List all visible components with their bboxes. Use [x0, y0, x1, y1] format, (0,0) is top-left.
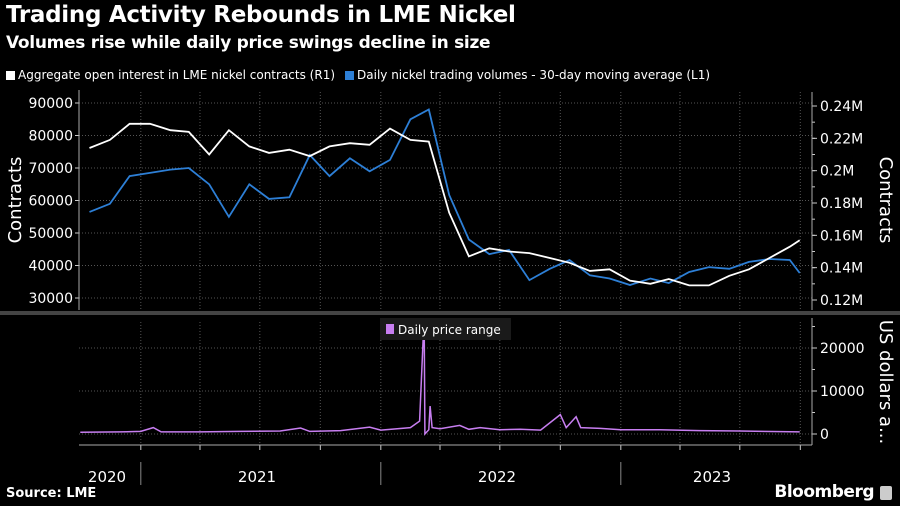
y-tick-label-left: 80000 [28, 129, 73, 145]
y-tick-label-left: 30000 [28, 291, 73, 307]
y-tick-label-right: 20000 [820, 341, 865, 357]
y-tick-label-left: 70000 [28, 161, 73, 177]
legend: Aggregate open interest in LME nickel co… [6, 68, 710, 82]
x-tick-label-year: 2020 [88, 468, 126, 486]
y-tick-label-left: 60000 [28, 194, 73, 210]
legend-bottom-box [380, 318, 511, 340]
legend-swatch-white [6, 70, 15, 80]
y-tick-label-left: 90000 [28, 96, 73, 112]
legend-swatch-purple [386, 324, 394, 334]
legend-label: Aggregate open interest in LME nickel co… [18, 68, 336, 82]
chart-title: Trading Activity Rebounds in LME Nickel [6, 2, 516, 28]
series-line-open-interest [89, 122, 801, 287]
legend-label: Daily nickel trading volumes - 30-day mo… [357, 68, 711, 82]
y-tick-label-right: 0.14M [820, 261, 863, 277]
bloomberg-logo: Bloomberg [774, 482, 874, 502]
x-tick-label-year: 2023 [693, 468, 731, 486]
x-tick-label-year: 2022 [478, 468, 516, 486]
y-tick-label-right: 0.16M [820, 228, 863, 244]
y-axis-title-bottom: US dollars a... [875, 320, 896, 445]
chart-subtitle: Volumes rise while daily price swings de… [6, 33, 491, 53]
y-tick-label-right: 0.12M [820, 293, 863, 309]
y-tick-label-right: 0.18M [820, 196, 863, 212]
y-axis-title-right: Contracts [875, 157, 896, 244]
y-tick-label-right: 10000 [820, 384, 865, 400]
bloomberg-icon [880, 486, 892, 500]
y-tick-label-right: 0.2M [820, 164, 854, 180]
source-note: Source: LME [6, 486, 97, 501]
y-tick-label-right: 0.24M [820, 99, 863, 115]
series-line-price-range [80, 326, 800, 436]
y-tick-label-right: 0.22M [820, 131, 863, 147]
legend-label-price-range: Daily price range [398, 323, 501, 337]
panel-divider [0, 311, 900, 315]
y-tick-label-left: 40000 [28, 259, 73, 275]
legend-swatch-blue [345, 70, 355, 80]
y-tick-label-right: 0 [820, 427, 829, 443]
y-tick-label-left: 50000 [28, 226, 73, 242]
legend-open-interest: Aggregate open interest in LME nickel co… [6, 68, 335, 82]
legend-volumes: Daily nickel trading volumes - 30-day mo… [345, 68, 710, 82]
x-tick-label-year: 2021 [238, 468, 276, 486]
y-axis-title-left: Contracts [5, 157, 26, 244]
